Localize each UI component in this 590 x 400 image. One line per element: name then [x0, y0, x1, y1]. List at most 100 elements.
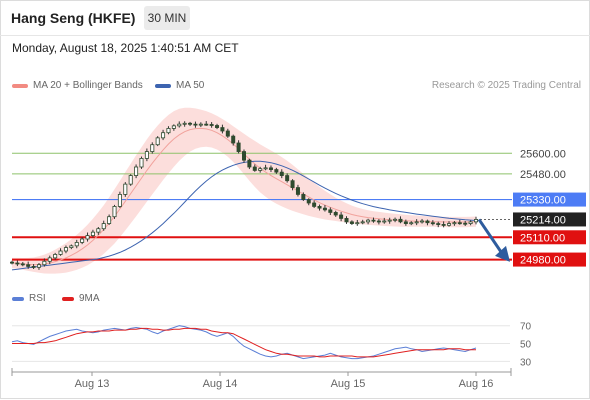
rsi-ma-line — [12, 327, 476, 358]
candle-body — [328, 209, 333, 213]
candle-body — [20, 263, 25, 266]
level-box-24980 — [513, 252, 586, 267]
candle-body — [349, 221, 354, 224]
candle-body — [355, 222, 360, 225]
candle-body — [220, 127, 225, 132]
candle-body — [47, 257, 52, 262]
x-tick-label: Aug 16 — [459, 378, 494, 390]
candle-body — [231, 135, 236, 144]
candle-body — [371, 219, 376, 222]
candle-body — [101, 223, 106, 230]
candle-body — [376, 220, 381, 223]
level-label-25600: 25600.00 — [520, 148, 566, 160]
candle-body — [312, 202, 317, 207]
ma9-swatch — [62, 296, 74, 301]
candle-body — [468, 221, 473, 224]
candle-body — [15, 262, 20, 265]
forecast-arrow — [477, 218, 503, 253]
legend-9ma-label: 9MA — [79, 293, 100, 304]
candle-body — [268, 167, 273, 170]
candle-body — [150, 144, 155, 152]
legend-rsi-label: RSI — [29, 293, 46, 304]
candle-body — [74, 242, 79, 247]
level-box-25330 — [513, 192, 586, 207]
rsi-swatch — [12, 296, 24, 301]
candle-body — [107, 216, 112, 224]
last-price-box — [513, 212, 586, 227]
candle-body — [53, 254, 58, 259]
candle-body — [285, 175, 290, 182]
credit-text: Research © 2025 Trading Central — [431, 80, 581, 91]
candle-body — [430, 222, 435, 225]
candle-body — [134, 166, 139, 176]
level-label-25480: 25480.00 — [520, 169, 566, 181]
interval-button[interactable]: 30 MIN — [144, 6, 190, 30]
candle-body — [463, 222, 468, 225]
x-tick-label: Aug 15 — [331, 378, 366, 390]
candle-body — [144, 151, 149, 159]
candle-body — [225, 130, 230, 137]
candle-body — [96, 228, 101, 233]
legend-bollinger: MA 20 + Bollinger Bands — [12, 80, 143, 91]
candle-body — [177, 123, 182, 127]
candle-body — [420, 220, 425, 223]
timestamp: Monday, August 18, 2025 1:40:51 AM CET — [12, 41, 239, 55]
candle-body — [215, 125, 220, 128]
instrument-title: Hang Seng (HKFE) — [11, 10, 136, 26]
candle-body — [182, 122, 187, 125]
candle-body — [209, 124, 214, 126]
candle-body — [58, 250, 63, 255]
candle-body — [139, 158, 144, 168]
candle-body — [409, 222, 414, 225]
candle-body — [161, 132, 166, 139]
candle-body — [436, 223, 441, 225]
legend-ma50-label: MA 50 — [176, 80, 205, 91]
candle-body — [339, 214, 344, 219]
candle-body — [42, 260, 47, 266]
bollinger-band — [12, 107, 476, 274]
candle-body — [36, 264, 41, 268]
candle-body — [263, 167, 268, 170]
last-price-label: 25214.00 — [520, 214, 566, 226]
candle-body — [403, 221, 408, 224]
candle-body — [317, 206, 322, 209]
level-label-25330: 25330.00 — [520, 195, 566, 207]
candle-body — [387, 219, 392, 222]
candle-body — [452, 222, 457, 225]
candle-body — [26, 264, 31, 267]
level-box-25110 — [513, 230, 586, 245]
rsi-tick-label: 50 — [520, 340, 532, 351]
rsi-tick-label: 30 — [520, 357, 532, 368]
header: Hang Seng (HKFE) 30 MIN — [0, 0, 590, 36]
candle-body — [290, 180, 295, 188]
candle-body — [198, 123, 203, 126]
level-label-25110: 25110.00 — [520, 232, 565, 244]
candle-body — [457, 222, 462, 225]
candle-body — [112, 206, 117, 218]
candle-body — [333, 212, 338, 216]
candle-body — [258, 168, 263, 171]
x-tick-label: Aug 13 — [75, 378, 110, 390]
candle-body — [393, 218, 398, 221]
x-tick-label: Aug 14 — [203, 378, 238, 390]
candle-body — [69, 245, 74, 248]
candle-body — [425, 220, 430, 224]
rsi-tick-label: 70 — [520, 322, 532, 333]
candle-body — [85, 235, 90, 240]
candle-body — [441, 224, 446, 226]
candle-body — [322, 207, 327, 211]
candle-body — [123, 183, 128, 195]
candle-body — [252, 166, 257, 171]
rsi-line — [11, 325, 477, 360]
candle-body — [80, 238, 85, 243]
legend-ma50: MA 50 — [155, 80, 204, 91]
candle-body — [382, 220, 387, 223]
candle-body — [247, 159, 252, 168]
candle-body — [447, 223, 452, 226]
candle-body — [295, 187, 300, 195]
candle-body — [155, 137, 160, 146]
candle-body — [171, 125, 176, 129]
level-label-24980: 24980.00 — [520, 255, 566, 267]
bollinger-swatch — [12, 83, 28, 88]
